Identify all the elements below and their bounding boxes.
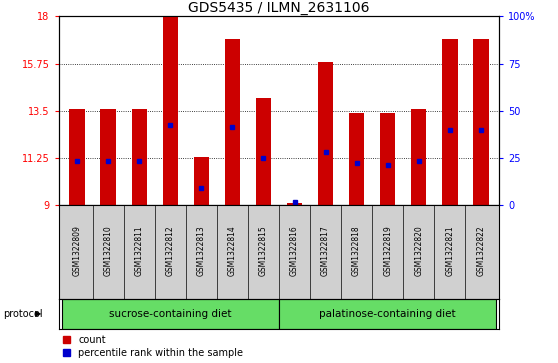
Bar — [380, 113, 396, 205]
Text: GSM1322817: GSM1322817 — [321, 225, 330, 276]
Bar — [62, 299, 279, 329]
Text: GSM1322811: GSM1322811 — [135, 225, 144, 276]
Text: GSM1322814: GSM1322814 — [228, 225, 237, 276]
Bar — [411, 109, 426, 205]
Text: GSM1322813: GSM1322813 — [197, 225, 206, 276]
Bar — [194, 157, 209, 205]
Bar — [318, 62, 333, 205]
Title: GDS5435 / ILMN_2631106: GDS5435 / ILMN_2631106 — [188, 1, 370, 15]
Text: palatinose-containing diet: palatinose-containing diet — [319, 309, 456, 319]
Text: GSM1322815: GSM1322815 — [259, 225, 268, 276]
Legend: count, percentile rank within the sample: count, percentile rank within the sample — [64, 335, 243, 358]
Bar — [473, 40, 489, 205]
Bar — [162, 16, 178, 205]
Text: GSM1322812: GSM1322812 — [166, 225, 175, 276]
Bar — [100, 109, 116, 205]
Text: GSM1322818: GSM1322818 — [352, 225, 361, 276]
Text: ▶: ▶ — [35, 310, 41, 318]
Text: GSM1322820: GSM1322820 — [414, 225, 423, 276]
Text: GSM1322819: GSM1322819 — [383, 225, 392, 276]
Text: sucrose-containing diet: sucrose-containing diet — [109, 309, 232, 319]
Bar — [287, 203, 302, 205]
Bar — [132, 109, 147, 205]
Bar — [349, 113, 364, 205]
Text: GSM1322809: GSM1322809 — [73, 225, 81, 276]
Bar — [225, 40, 240, 205]
Text: GSM1322810: GSM1322810 — [104, 225, 113, 276]
Bar — [442, 40, 458, 205]
Text: protocol: protocol — [3, 309, 42, 319]
Text: GSM1322816: GSM1322816 — [290, 225, 299, 276]
Bar — [256, 98, 271, 205]
Bar — [69, 109, 85, 205]
Text: GSM1322821: GSM1322821 — [445, 225, 454, 276]
Text: GSM1322822: GSM1322822 — [477, 225, 485, 276]
Bar — [279, 299, 496, 329]
